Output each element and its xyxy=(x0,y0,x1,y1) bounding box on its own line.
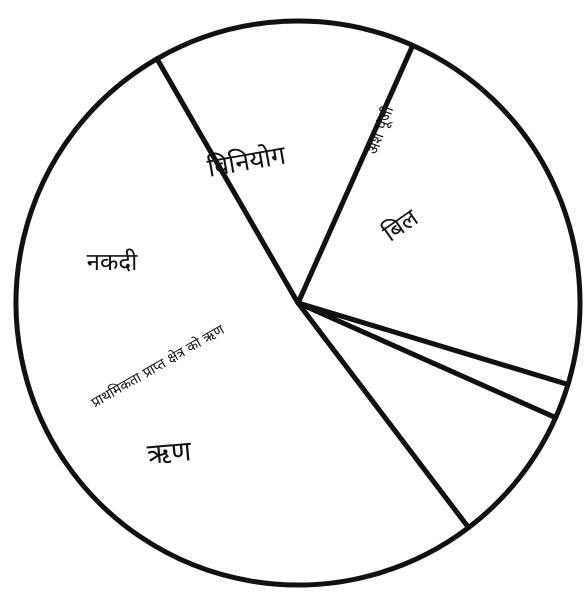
pie-slices xyxy=(13,18,583,588)
pie-label-4: ऋण xyxy=(146,434,194,471)
pie-slice-3 xyxy=(13,56,471,588)
pie-label-5: नकदी xyxy=(87,248,138,276)
pie-slice-4 xyxy=(154,18,416,306)
pie-slice-2 xyxy=(295,300,559,531)
pie-slice-0 xyxy=(295,42,583,388)
